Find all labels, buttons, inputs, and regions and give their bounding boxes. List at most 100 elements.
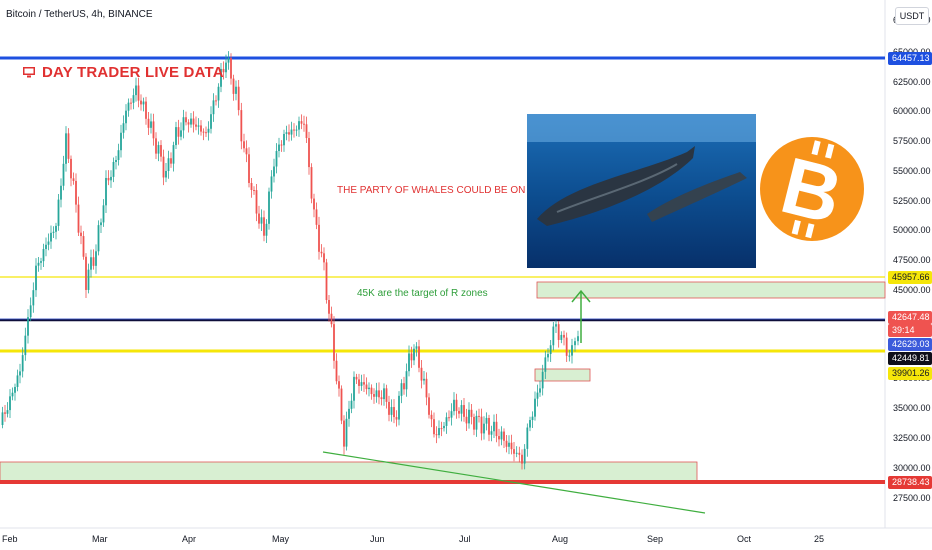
candle-body <box>97 225 100 252</box>
candle-body <box>300 121 303 124</box>
candle-body <box>207 128 210 133</box>
candle-body <box>9 396 11 411</box>
candle-body <box>32 290 35 306</box>
support-zone[interactable] <box>0 461 698 483</box>
candle-body <box>192 118 195 125</box>
candle-body <box>325 262 328 300</box>
candle-body <box>363 382 365 385</box>
candle-body <box>495 421 498 437</box>
price-tick-label: 45000.00 <box>893 285 931 295</box>
candle-body <box>433 419 435 435</box>
candle-body <box>293 129 295 131</box>
monitor-icon <box>23 67 35 78</box>
candle-body <box>338 381 340 389</box>
price-tag-blue: 64457.13 <box>888 52 932 65</box>
candle-body <box>16 375 19 387</box>
price-tick-label: 52500.00 <box>893 196 931 206</box>
candle-body <box>368 387 370 390</box>
candle-body <box>453 399 455 412</box>
candle-body <box>478 415 480 417</box>
candle-body <box>536 392 539 399</box>
candle-body <box>85 256 87 290</box>
price-tick-label: 27500.00 <box>893 493 931 503</box>
candle-body <box>92 257 95 266</box>
candle-body <box>19 371 21 376</box>
target-annotation[interactable]: 45K are the target of R zones <box>357 288 488 299</box>
candle-body <box>42 249 45 262</box>
candle-body <box>365 384 368 390</box>
support-trendline[interactable] <box>322 451 706 514</box>
candle-body <box>330 313 333 325</box>
candle-body <box>577 336 579 342</box>
candle-body <box>500 431 503 440</box>
candle-body <box>14 386 16 393</box>
candle-body <box>460 405 463 414</box>
candle-body <box>383 388 385 400</box>
candle-body <box>65 133 67 164</box>
candle-body <box>4 412 6 414</box>
candle-body <box>217 86 220 101</box>
candle-body <box>398 395 400 420</box>
candle-body <box>405 371 408 390</box>
candle-body <box>230 58 232 79</box>
candle-body <box>375 390 378 397</box>
candle-body <box>343 420 345 447</box>
candle-body <box>215 100 217 102</box>
currency-button[interactable]: USDT <box>895 7 929 25</box>
candle-body <box>298 121 300 130</box>
candle-body <box>187 122 190 125</box>
candle-body <box>115 159 117 162</box>
candle-body <box>227 58 230 63</box>
whales-annotation[interactable]: THE PARTY OF WHALES COULD BE ON 45K <box>337 185 546 196</box>
candle-body <box>197 125 200 127</box>
resistance-zone[interactable] <box>536 281 886 299</box>
candle-body <box>260 217 263 224</box>
candle-body <box>40 261 42 263</box>
candle-body <box>82 236 85 257</box>
candle-body <box>557 324 560 340</box>
candle-body <box>57 199 60 226</box>
candle-body <box>541 371 544 389</box>
candle-body <box>29 305 32 318</box>
candle-body <box>513 449 515 454</box>
candle-body <box>270 176 273 192</box>
candle-body <box>157 145 160 154</box>
symbol-title[interactable]: Bitcoin / TetherUS, 4h, BINANCE <box>6 9 153 20</box>
small-demand-zone[interactable] <box>534 368 591 382</box>
candle-body <box>255 190 258 214</box>
candle-body <box>77 204 80 233</box>
candle-body <box>167 158 170 171</box>
price-tick-label: 60000.00 <box>893 106 931 116</box>
candle-body <box>463 405 465 417</box>
candle-body <box>55 225 57 232</box>
candle-body <box>547 353 549 358</box>
time-axis-label: Sep <box>647 534 663 544</box>
candle-body <box>521 454 523 464</box>
candle-body <box>210 114 212 129</box>
candle-body <box>135 85 137 96</box>
candle-body <box>574 341 576 346</box>
candle-body <box>288 132 290 135</box>
candle-body <box>303 123 305 125</box>
candle-body <box>80 232 82 237</box>
candle-body <box>485 417 488 424</box>
candle-body <box>360 382 363 386</box>
candle-body <box>258 213 260 224</box>
price-tick-label: 35000.00 <box>893 403 931 413</box>
candle-body <box>205 132 207 134</box>
candle-body <box>160 145 162 157</box>
price-tag-yellow-low: 39901.26 <box>888 367 932 380</box>
candle-body <box>565 337 568 356</box>
candle-body <box>182 117 185 131</box>
candlestick-series <box>1 51 579 470</box>
candle-body <box>52 231 55 233</box>
candle-body <box>531 416 534 421</box>
candle-body <box>480 416 483 434</box>
candle-body <box>555 324 557 327</box>
candle-body <box>202 131 205 133</box>
candle-body <box>523 448 526 464</box>
time-axis-label: Apr <box>182 534 196 544</box>
candle-body <box>35 265 37 291</box>
